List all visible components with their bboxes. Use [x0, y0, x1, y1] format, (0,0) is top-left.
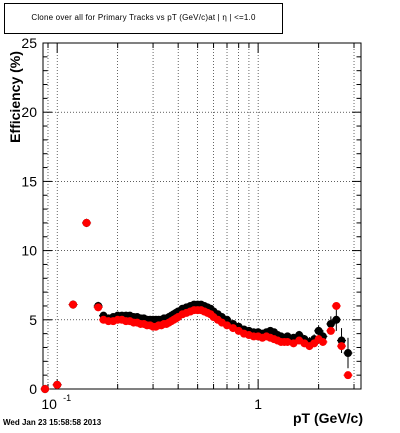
data-point — [223, 321, 232, 330]
data-point — [343, 371, 352, 380]
data-point — [318, 337, 327, 346]
data-point — [41, 385, 50, 393]
plot-frame — [42, 42, 362, 390]
chart-title: Clone over all for Primary Tracks vs pT … — [31, 13, 256, 22]
data-point — [332, 315, 341, 324]
data-point — [69, 300, 78, 309]
data-point — [326, 326, 335, 335]
data-point — [53, 380, 62, 389]
series-black-points — [41, 218, 352, 393]
y-tick-label: 25 — [21, 35, 37, 51]
x-tick-label: 1 — [254, 396, 262, 412]
data-point — [337, 336, 346, 345]
y-tick-label: 15 — [21, 173, 37, 189]
data-point — [332, 301, 341, 310]
y-tick-label: 5 — [29, 312, 37, 328]
data-point — [343, 349, 352, 358]
data-point — [283, 337, 292, 346]
x-axis-title: pT (GeV/c) — [293, 410, 363, 426]
x-tick-label: 10 — [41, 396, 57, 412]
y-tick-label: 10 — [21, 243, 37, 259]
chart-title-box: Clone over all for Primary Tracks vs pT … — [4, 3, 283, 34]
series-red-points — [41, 218, 352, 393]
data-point — [314, 326, 323, 335]
footer-date: Wed Jan 23 15:58:58 2013 — [3, 418, 102, 427]
data-point — [337, 342, 346, 351]
x-tick-label-exponent: -1 — [63, 393, 71, 403]
y-axis-title: Efficiency (%) — [7, 51, 23, 143]
data-point — [326, 319, 335, 328]
data-point — [94, 303, 103, 312]
data-point — [82, 218, 91, 227]
y-tick-label: 0 — [29, 381, 37, 397]
y-tick-label: 20 — [21, 104, 37, 120]
axis-layer: 0 5 10 15 20 25 10 -1 1 — [21, 35, 361, 412]
